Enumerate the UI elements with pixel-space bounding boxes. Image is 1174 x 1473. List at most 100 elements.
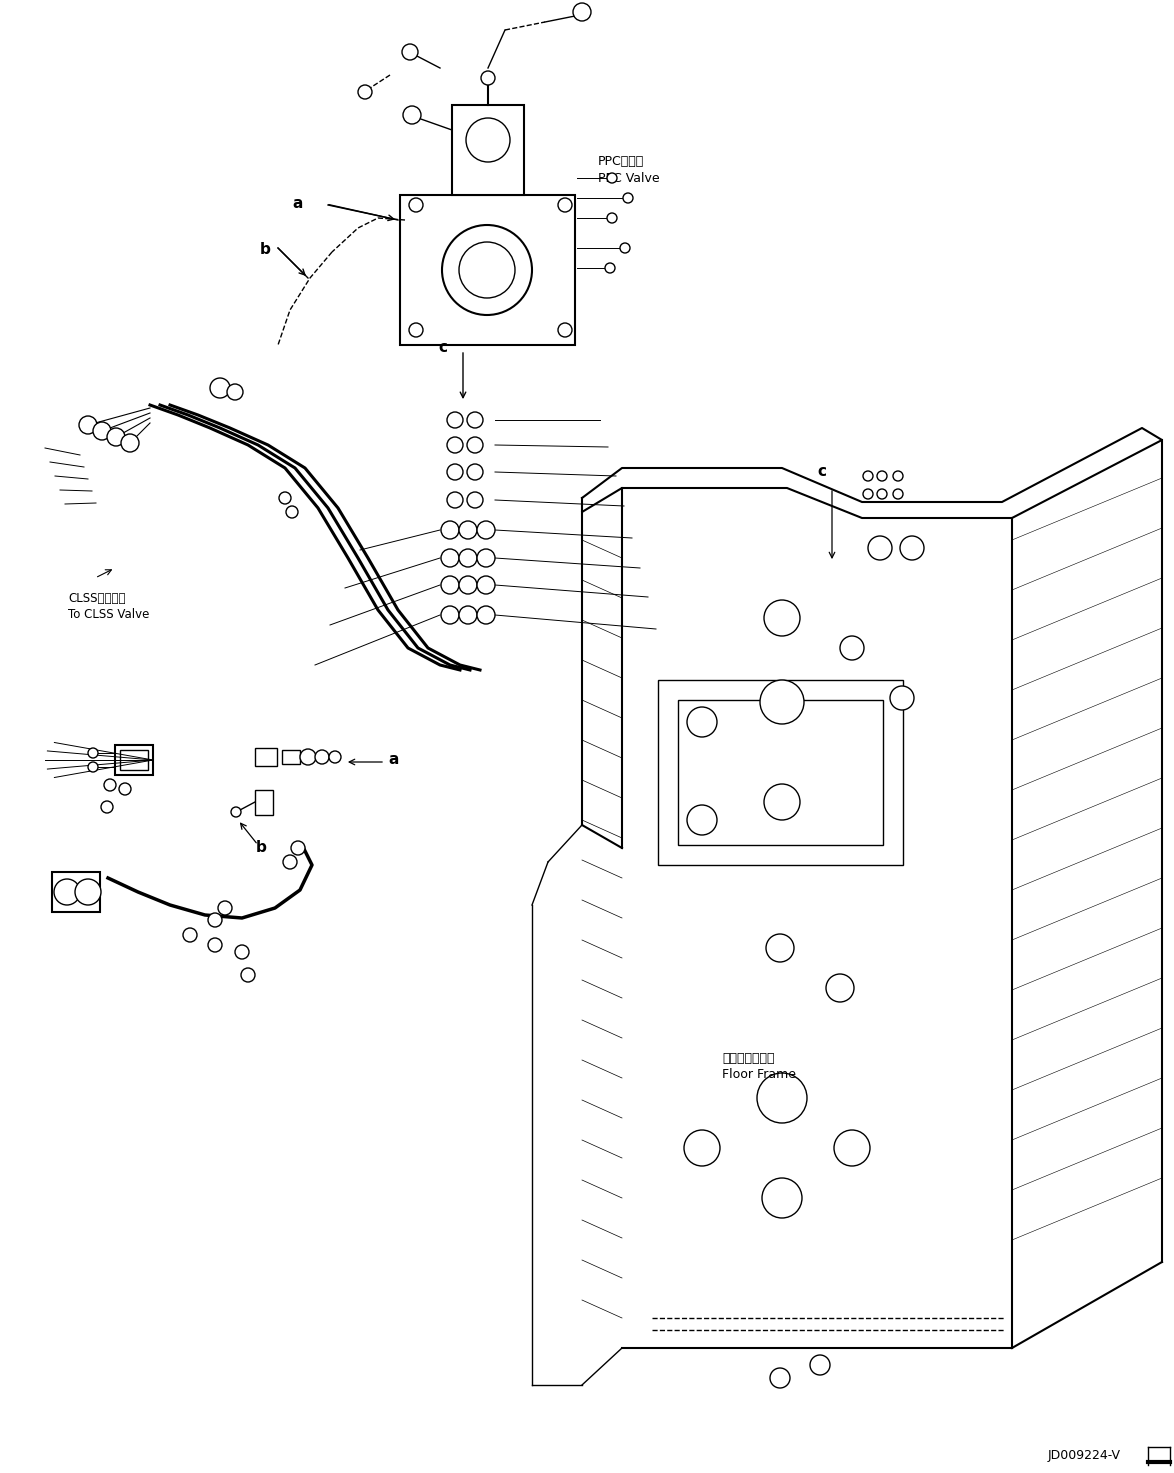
Circle shape — [760, 681, 804, 725]
Circle shape — [890, 686, 915, 710]
Text: Floor Frame: Floor Frame — [722, 1068, 796, 1081]
Text: フロアフレーム: フロアフレーム — [722, 1052, 775, 1065]
Circle shape — [620, 243, 630, 253]
Circle shape — [459, 242, 515, 298]
Circle shape — [279, 492, 291, 504]
Text: b: b — [259, 243, 270, 258]
Circle shape — [241, 968, 255, 982]
Circle shape — [218, 901, 232, 915]
Circle shape — [88, 762, 97, 772]
Circle shape — [283, 854, 297, 869]
Circle shape — [765, 934, 794, 962]
Circle shape — [607, 172, 618, 183]
Circle shape — [687, 806, 717, 835]
Circle shape — [447, 437, 463, 454]
Circle shape — [79, 415, 97, 435]
Circle shape — [447, 412, 463, 429]
Circle shape — [286, 507, 298, 518]
Text: b: b — [256, 841, 266, 856]
Bar — [115, 745, 153, 775]
Circle shape — [477, 549, 495, 567]
Circle shape — [863, 471, 873, 482]
Circle shape — [810, 1355, 830, 1374]
Circle shape — [477, 521, 495, 539]
Circle shape — [573, 3, 591, 21]
Bar — [452, 105, 524, 194]
Circle shape — [54, 879, 80, 904]
Circle shape — [764, 600, 799, 636]
Text: JD009224-V: JD009224-V — [1048, 1449, 1121, 1463]
Circle shape — [409, 323, 423, 337]
Circle shape — [107, 429, 124, 446]
Circle shape — [558, 197, 572, 212]
Circle shape — [900, 536, 924, 560]
Circle shape — [877, 471, 888, 482]
Circle shape — [623, 193, 633, 203]
Circle shape — [466, 118, 510, 162]
Circle shape — [826, 974, 853, 1002]
Circle shape — [402, 44, 418, 60]
Circle shape — [75, 879, 101, 904]
Circle shape — [93, 421, 112, 440]
Circle shape — [447, 464, 463, 480]
Text: a: a — [292, 196, 303, 212]
Circle shape — [208, 938, 222, 952]
Text: CLSSバルブへ: CLSSバルブへ — [68, 592, 126, 605]
Circle shape — [104, 779, 116, 791]
Circle shape — [409, 197, 423, 212]
Circle shape — [315, 750, 329, 764]
Circle shape — [893, 489, 903, 499]
Circle shape — [441, 605, 459, 625]
Text: c: c — [817, 464, 826, 480]
Circle shape — [770, 1368, 790, 1388]
Circle shape — [119, 784, 131, 795]
Circle shape — [863, 489, 873, 499]
Circle shape — [231, 807, 241, 818]
Circle shape — [764, 784, 799, 820]
Text: a: a — [387, 753, 398, 767]
Circle shape — [687, 707, 717, 736]
Circle shape — [441, 225, 532, 315]
Circle shape — [227, 384, 243, 401]
Circle shape — [441, 576, 459, 594]
Circle shape — [459, 521, 477, 539]
Text: PPC Valve: PPC Valve — [598, 172, 660, 186]
Circle shape — [121, 435, 139, 452]
Bar — [52, 872, 100, 912]
Circle shape — [605, 264, 615, 273]
Circle shape — [329, 751, 340, 763]
Circle shape — [210, 379, 230, 398]
Circle shape — [841, 636, 864, 660]
Bar — [657, 681, 903, 865]
Circle shape — [208, 913, 222, 927]
Text: c: c — [439, 340, 447, 355]
Text: PPCバルブ: PPCバルブ — [598, 155, 645, 168]
Circle shape — [403, 106, 421, 124]
Circle shape — [757, 1072, 807, 1122]
Circle shape — [467, 437, 483, 454]
Circle shape — [762, 1178, 802, 1218]
Circle shape — [183, 928, 197, 943]
Circle shape — [684, 1130, 720, 1167]
Bar — [282, 750, 301, 764]
Circle shape — [101, 801, 113, 813]
Circle shape — [558, 323, 572, 337]
Circle shape — [607, 214, 618, 222]
Circle shape — [441, 521, 459, 539]
Circle shape — [235, 946, 249, 959]
Circle shape — [301, 748, 316, 764]
Circle shape — [459, 576, 477, 594]
Circle shape — [893, 471, 903, 482]
Bar — [255, 790, 274, 815]
Circle shape — [447, 492, 463, 508]
Circle shape — [477, 576, 495, 594]
Circle shape — [358, 85, 372, 99]
Circle shape — [467, 412, 483, 429]
Circle shape — [459, 605, 477, 625]
Circle shape — [877, 489, 888, 499]
Circle shape — [467, 464, 483, 480]
Bar — [120, 750, 148, 770]
Circle shape — [477, 605, 495, 625]
Circle shape — [441, 549, 459, 567]
Text: To CLSS Valve: To CLSS Valve — [68, 608, 149, 622]
